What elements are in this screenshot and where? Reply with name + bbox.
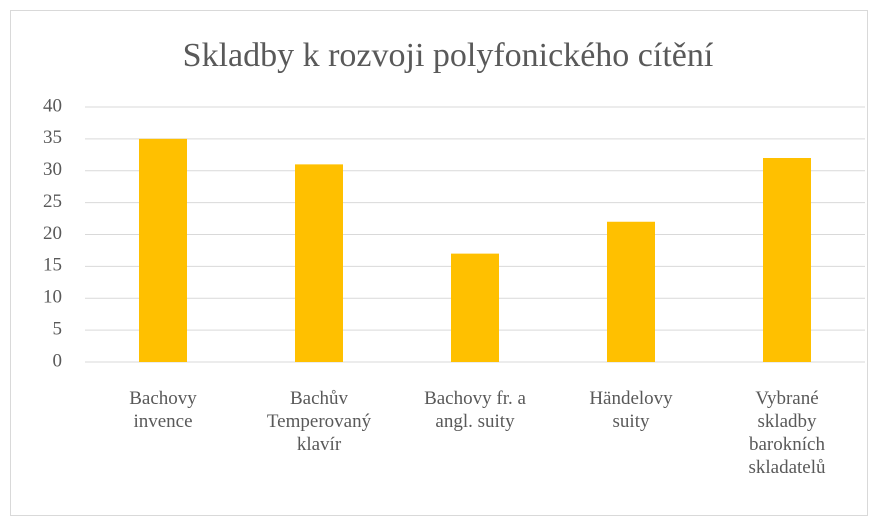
y-tick-label: 15 <box>43 255 62 276</box>
y-tick-label: 40 <box>43 95 62 116</box>
bar <box>763 158 811 362</box>
bar <box>295 164 343 362</box>
x-tick-label: Händelovy suity <box>589 388 673 432</box>
bar <box>607 221 655 362</box>
bar <box>451 253 499 362</box>
y-tick-label: 30 <box>43 159 62 180</box>
bar <box>139 138 187 362</box>
y-tick-label: 25 <box>43 191 62 212</box>
chart-title: Skladby k rozvoji polyfonického cítění <box>183 37 714 74</box>
y-tick-label: 10 <box>43 287 62 308</box>
y-tick-label: 0 <box>53 350 63 371</box>
y-tick-label: 35 <box>43 127 62 148</box>
y-tick-label: 20 <box>43 223 62 244</box>
y-tick-label: 5 <box>53 318 63 339</box>
x-tick-label: Vybrané skladby barokních skladatelů <box>748 388 826 478</box>
x-tick-label: Bachovy fr. a angl. suity <box>424 388 526 432</box>
x-tick-label: Bachovy invence <box>129 388 197 432</box>
x-tick-label: Bachův Temperovaný klavír <box>266 388 372 455</box>
